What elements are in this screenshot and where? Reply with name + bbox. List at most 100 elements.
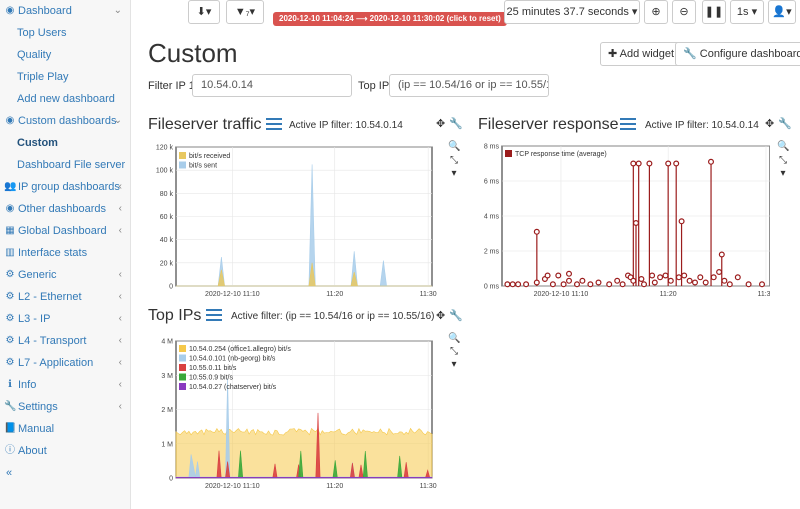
filter-ip-input[interactable]: 10.54.0.14 (192, 74, 352, 97)
configure-dashboard-button[interactable]: 🔧 Configure dashboard (675, 42, 800, 66)
data-point (667, 277, 674, 284)
sidebar-item-label: Custom (17, 137, 58, 149)
move-icon[interactable]: ✥ (436, 118, 446, 130)
topips-widget-title: Top IPs (148, 307, 202, 324)
sidebar-item-triple-play[interactable]: Triple Play (0, 66, 130, 88)
topips-chart: 0 1 M 2 M 3 M 4 M 2020-12-10 11:10 11:20 11:30 1… (161, 339, 437, 491)
x-tick-label: 2020-12-10 11:10 (205, 291, 260, 298)
wrench-icon[interactable]: 🔧 (778, 118, 792, 130)
compress-icon[interactable]: ⤡ (450, 155, 458, 166)
add-widget-button[interactable]: ✚ Add widget (600, 42, 683, 66)
legend-label: 10.54.0.27 (chatserver) bit/s (189, 384, 277, 391)
series-area (175, 427, 433, 479)
sidebar-item-l3-ip[interactable]: ⚙ L3 - IP ‹ (0, 308, 130, 330)
sidebar-collapse-button[interactable]: « (0, 462, 130, 484)
sidebar-item-other-dashboards[interactable]: ◉ Other dashboards ‹ (0, 198, 130, 220)
sidebar-item-label: Generic (18, 269, 57, 281)
sidebar-item-label: Global Dashboard (18, 225, 107, 237)
caret-down-icon[interactable]: ▾ (780, 168, 786, 179)
search-icon[interactable]: 🔍 (448, 141, 461, 152)
sidebar-item-top-users[interactable]: Top Users (0, 22, 130, 44)
y-tick-label: 3 M (161, 373, 173, 380)
search-icon[interactable]: 🔍 (777, 141, 790, 152)
list-icon[interactable] (206, 309, 222, 321)
cog-icon: ⚙ (5, 291, 15, 302)
chevron-left-icon: ‹ (118, 313, 122, 324)
sidebar-item-label: Add new dashboard (17, 93, 115, 105)
data-point (759, 281, 766, 288)
sidebar-item-label: Top Users (17, 27, 67, 39)
sidebar-item-dashboard-file-server[interactable]: Dashboard File server (0, 154, 130, 176)
response-widget-filter: Active IP filter: 10.54.0.14 (645, 120, 759, 131)
dashboard-icon: ◉ (5, 203, 15, 214)
x-tick-label: 11:20 (326, 483, 343, 490)
info-icon: ℹ (8, 379, 12, 390)
sidebar-item-ip-group-dashboards[interactable]: 👥 IP group dashboards ‹ (0, 176, 130, 198)
sidebar-item-l2-ethernet[interactable]: ⚙ L2 - Ethernet ‹ (0, 286, 130, 308)
wrench-icon[interactable]: 🔧 (449, 310, 463, 322)
compress-icon[interactable]: ⤡ (779, 155, 787, 166)
user-menu-button[interactable]: 👤▾ (768, 0, 796, 24)
sidebar-item-label: Quality (17, 49, 52, 61)
data-point (573, 281, 580, 288)
y-tick-label: 4 ms (484, 214, 500, 221)
sidebar-item-custom[interactable]: Custom (0, 132, 130, 154)
caret-down-icon[interactable]: ▾ (451, 359, 457, 370)
move-icon[interactable]: ✥ (436, 310, 446, 322)
legend-swatch (179, 364, 186, 371)
filter-button[interactable]: ▼₇▾ (226, 0, 264, 24)
top-ip-input[interactable]: (ip == 10.54/16 or ip == 10.55/16) (389, 74, 549, 97)
chevron-left-icon: ‹ (118, 335, 122, 346)
sidebar-item-generic[interactable]: ⚙ Generic ‹ (0, 264, 130, 286)
download-button[interactable]: ⬇▾ (188, 0, 220, 24)
x-tick-label: 11:30 (420, 483, 437, 490)
x-tick-label: 11:20 (660, 291, 677, 298)
sidebar-item-about[interactable]: ⓘ About (0, 440, 130, 462)
sidebar-item-label: Other dashboards (18, 203, 107, 215)
series-area (175, 477, 433, 479)
info-circle-icon: ⓘ (5, 445, 15, 456)
sidebar-item-label: L3 - IP (18, 313, 51, 325)
sidebar-item-add-new-dashboard[interactable]: Add new dashboard (0, 88, 130, 110)
sidebar-item-manual[interactable]: 📘 Manual (0, 418, 130, 440)
data-point (555, 272, 562, 279)
search-icon[interactable]: 🔍 (448, 333, 461, 344)
list-icon[interactable] (266, 118, 282, 130)
sidebar-item-custom-dashboards[interactable]: ◉ Custom dashboards ⌄ (0, 110, 130, 132)
pause-button[interactable]: ❚❚ (702, 0, 726, 24)
y-tick-label: 4 M (161, 339, 173, 346)
refresh-interval-dropdown[interactable]: 1s ▾ (730, 0, 764, 24)
data-point (587, 281, 594, 288)
zoom-out-button[interactable]: ⊖ (672, 0, 696, 24)
sidebar-item-l4-transport[interactable]: ⚙ L4 - Transport ‹ (0, 330, 130, 352)
chevron-left-icon: ‹ (118, 269, 122, 280)
sidebar-item-quality[interactable]: Quality (0, 44, 130, 66)
filter-ip-label: Filter IP 1: (148, 80, 198, 92)
data-point (681, 272, 688, 279)
sidebar-item-dashboard[interactable]: ◉ Dashboard ⌄ (0, 0, 130, 22)
data-point (675, 274, 682, 281)
caret-down-icon[interactable]: ▾ (451, 168, 457, 179)
y-tick-label: 1 M (161, 441, 173, 448)
duration-dropdown[interactable]: 25 minutes 37.7 seconds ▾ (504, 0, 640, 24)
y-tick-label: 120 k (156, 145, 174, 152)
list-icon[interactable] (620, 118, 636, 130)
legend-swatch (179, 152, 186, 159)
sidebar-item-settings[interactable]: 🔧 Settings ‹ (0, 396, 130, 418)
move-icon[interactable]: ✥ (765, 118, 775, 130)
time-range-badge[interactable]: 2020-12-10 11:04:24 ⟶ 2020-12-10 11:30:0… (273, 12, 507, 26)
compress-icon[interactable]: ⤡ (450, 346, 458, 357)
data-point (533, 279, 540, 286)
sidebar-item-info[interactable]: ℹ Info ‹ (0, 374, 130, 396)
sidebar-item-interface-stats[interactable]: ▥ Interface stats (0, 242, 130, 264)
cog-icon: ⚙ (5, 335, 15, 346)
sidebar-item-global-dashboard[interactable]: ▦ Global Dashboard ‹ (0, 220, 130, 242)
bar-chart-icon: ▥ (5, 247, 15, 258)
sidebar-item-label: L4 - Transport (18, 335, 87, 347)
data-point (641, 281, 648, 288)
sidebar-item-l7-application[interactable]: ⚙ L7 - Application ‹ (0, 352, 130, 374)
sidebar-item-label: L7 - Application (18, 357, 94, 369)
zoom-in-button[interactable]: ⊕ (644, 0, 668, 24)
wrench-icon[interactable]: 🔧 (449, 118, 463, 130)
data-point (544, 272, 551, 279)
